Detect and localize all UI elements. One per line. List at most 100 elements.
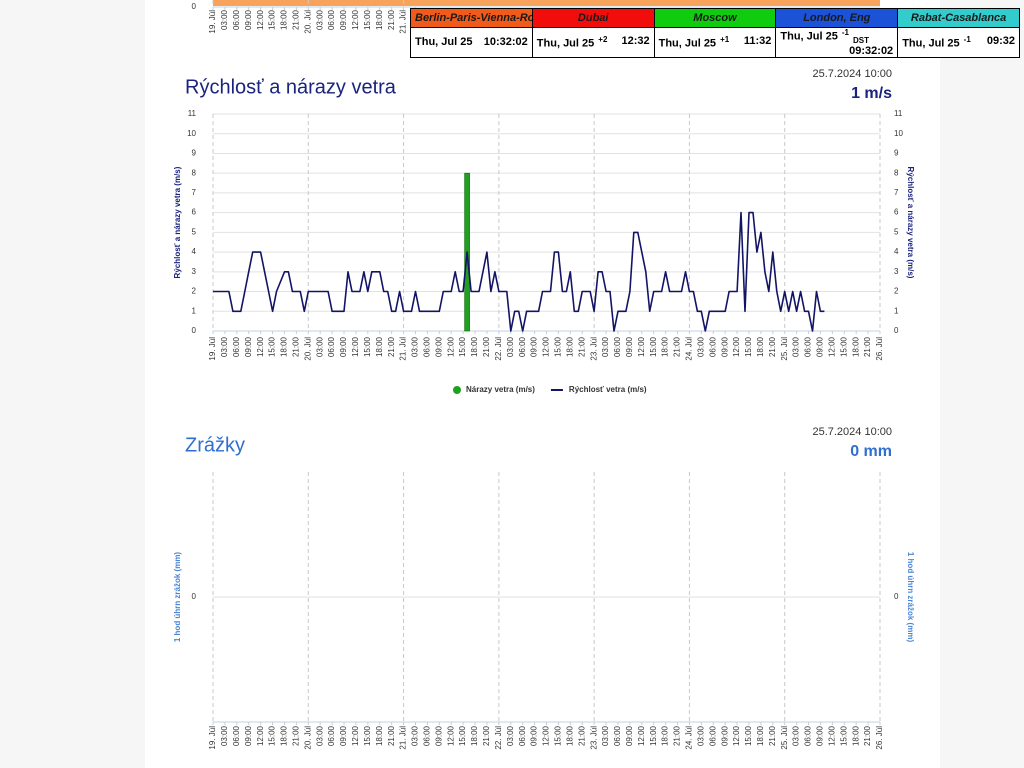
x-tick-label: 21. Júl: [399, 337, 408, 361]
x-tick-label: 06:00: [518, 725, 527, 746]
x-tick-label: 19. Júl: [208, 726, 217, 750]
clock-date: Thu, Jul 25: [780, 30, 838, 43]
y2-tick-label: 10: [894, 129, 903, 138]
clock-date: Thu, Jul 25: [536, 37, 595, 50]
x-tick-label: 09:00: [530, 336, 539, 357]
clock-date: Thu, Jul 25: [658, 37, 717, 50]
x-tick-label: 15:00: [839, 336, 848, 357]
x-tick-label: 06:00: [327, 725, 336, 746]
y-axis-title: Rýchlosť a nárazy vetra (m/s): [173, 166, 182, 278]
x-tick-label: 24. Júl: [685, 726, 694, 750]
y-tick-label: 2: [192, 287, 197, 296]
x-tick-label: 12:00: [256, 336, 265, 357]
x-tick-label: 15:00: [268, 725, 277, 746]
y-tick-label: 10: [187, 129, 196, 138]
x-tick-label: 21:00: [387, 336, 396, 357]
x-tick-label: 18:00: [280, 336, 289, 357]
y2-axis-title: Rýchlosť a nárazy vetra (m/s): [906, 167, 915, 279]
x-tick-label: 12:00: [256, 725, 265, 746]
x-tick-label: 21:00: [673, 725, 682, 746]
x-tick-label: 09:00: [720, 725, 729, 746]
chart-title: Rýchlosť a nárazy vetra: [185, 76, 397, 98]
x-tick-label: 21. Júl: [399, 726, 408, 750]
x-tick-label: 15:00: [649, 725, 658, 746]
x-tick-label: 03:00: [696, 725, 705, 746]
x-tick-label: 18:00: [851, 725, 860, 746]
x-tick-label: 21:00: [577, 336, 586, 357]
x-tick-label: 18:00: [375, 725, 384, 746]
x-tick-label: 22. Júl: [494, 726, 503, 750]
x-tick-label: 06:00: [708, 725, 717, 746]
x-tick-label: 03:00: [411, 725, 420, 746]
x-tick-label: 09:00: [720, 336, 729, 357]
x-tick-label: 03:00: [792, 336, 801, 357]
x-tick-label: 21:00: [863, 725, 872, 746]
x-tick-label: 18:00: [470, 336, 479, 357]
x-tick-label: 18:00: [375, 336, 384, 357]
x-tick-label: 21:00: [387, 9, 396, 30]
y-tick-label: 8: [192, 168, 197, 177]
x-tick-label: 12:00: [637, 725, 646, 746]
x-tick-label: 09:00: [816, 336, 825, 357]
chart-timestamp: 25.7.2024 10:00: [812, 426, 892, 438]
x-tick-label: 09:00: [244, 725, 253, 746]
x-tick-label: 12:00: [256, 9, 265, 30]
x-tick-label: 21:00: [673, 336, 682, 357]
x-tick-label: 03:00: [220, 9, 229, 30]
x-tick-label: 06:00: [327, 336, 336, 357]
x-tick-label: 03:00: [411, 336, 420, 357]
y2-tick-label: 0: [894, 326, 899, 335]
clock-offset: +1: [720, 35, 730, 45]
clock-offset: -1: [963, 35, 971, 45]
y2-tick-label: 8: [894, 168, 899, 177]
x-tick-label: 09:00: [339, 336, 348, 357]
world-clocks: Berlin-Paris-Vienna-RomaDubaiMoscowLondo…: [410, 8, 1020, 58]
y-tick-label: 5: [192, 227, 197, 236]
x-tick-label: 15:00: [363, 725, 372, 746]
x-tick-label: 09:00: [625, 336, 634, 357]
clock-city: Rabat-Casablanca: [897, 8, 1020, 28]
y-tick-label: 11: [188, 109, 197, 118]
clock-city: London, Eng: [775, 8, 899, 28]
x-tick-label: 12:00: [351, 9, 360, 30]
clock-offset: -1: [841, 28, 849, 37]
x-tick-label: 06:00: [327, 9, 336, 30]
y-tick-label: 0: [192, 592, 197, 601]
x-tick-label: 03:00: [696, 336, 705, 357]
x-tick-label: 18:00: [661, 336, 670, 357]
clock-time: 12:32: [621, 35, 650, 48]
x-tick-label: 03:00: [220, 725, 229, 746]
x-tick-label: 18:00: [851, 336, 860, 357]
y2-axis-title: 1 hod úhrn zrážok (mm): [906, 552, 915, 643]
x-tick-label: 12:00: [446, 336, 455, 357]
clock-dst: DST: [852, 35, 869, 45]
x-tick-label: 09:00: [339, 9, 348, 30]
clock-time: 10:32:02: [483, 36, 528, 49]
x-tick-label: 12:00: [637, 336, 646, 357]
y-tick-label: 4: [192, 247, 197, 256]
x-tick-label: 23. Júl: [589, 726, 598, 750]
x-tick-label: 06:00: [232, 9, 241, 30]
y2-tick-label: 2: [894, 287, 899, 296]
x-tick-label: 21:00: [291, 336, 300, 357]
x-tick-label: 18:00: [661, 725, 670, 746]
clock-city: Dubai: [531, 8, 655, 28]
x-tick-label: 06:00: [804, 336, 813, 357]
x-tick-label: 12:00: [542, 336, 551, 357]
x-tick-label: 23. Júl: [589, 337, 598, 361]
x-tick-label: 03:00: [220, 336, 229, 357]
x-tick-label: 18:00: [565, 725, 574, 746]
y2-tick-label: 11: [894, 109, 903, 118]
x-tick-label: 15:00: [458, 336, 467, 357]
x-tick-label: 12:00: [732, 725, 741, 746]
x-tick-label: 25. Júl: [780, 726, 789, 750]
x-tick-label: 18:00: [756, 336, 765, 357]
clock-time: 11:32: [743, 35, 772, 48]
clock-time: 09:32:02: [849, 44, 894, 57]
x-tick-label: 22. Júl: [494, 337, 503, 361]
x-tick-label: 15:00: [554, 336, 563, 357]
legend-symbol: [453, 386, 461, 394]
clock-cell: Thu, Jul 25 +2 12:32: [531, 27, 655, 58]
